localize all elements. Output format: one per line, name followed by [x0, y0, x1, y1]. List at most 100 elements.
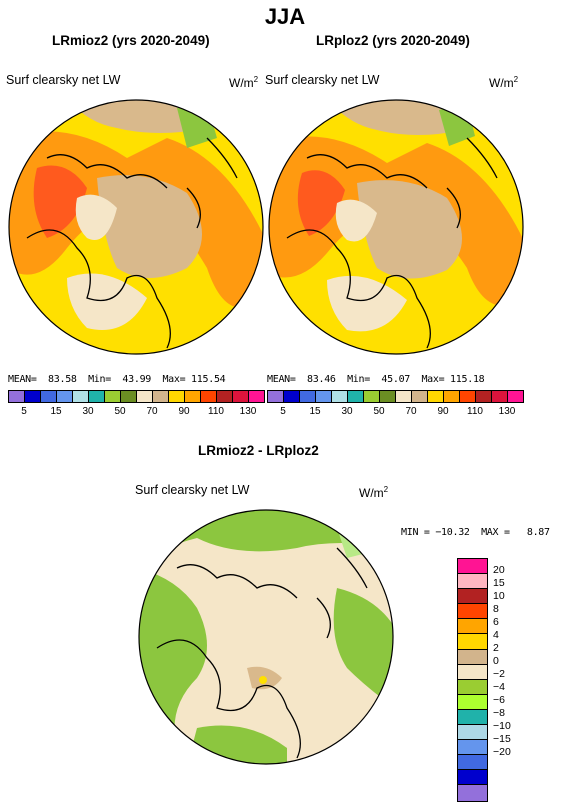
colorbar-tick: 70: [405, 406, 417, 417]
colorbar-tick: 70: [146, 406, 158, 417]
map-tan-top: [67, 100, 207, 133]
colorbar-box: [444, 391, 460, 402]
colorbar-box: [268, 391, 284, 402]
colorbar-tick: −20: [493, 746, 511, 758]
colorbar-box: [316, 391, 332, 402]
colorbar-box: [396, 391, 412, 402]
colorbar-tick: 50: [373, 406, 385, 417]
colorbar-box: [458, 740, 487, 756]
colorbar-box: [458, 664, 487, 680]
colorbar-tick: 110: [467, 406, 483, 417]
colorbar-box: [233, 391, 249, 402]
colorbar-box: [458, 649, 487, 665]
colorbar-tick: −4: [493, 681, 505, 693]
colorbar-box: [57, 391, 73, 402]
right-colorbar: [267, 390, 524, 403]
colorbar-tick: 30: [341, 406, 353, 417]
right-panel-title: LRploz2 (yrs 2020-2049): [316, 33, 470, 48]
colorbar-box: [217, 391, 233, 402]
colorbar-box: [121, 391, 137, 402]
colorbar-box: [137, 391, 153, 402]
colorbar-box: [284, 391, 300, 402]
colorbar-box: [428, 391, 444, 402]
diff-panel-title: LRmioz2 - LRploz2: [198, 443, 319, 458]
colorbar-box: [458, 574, 487, 590]
right-colorbar-ticks: 5 15 30 50 70 90 110 130: [267, 406, 522, 420]
colorbar-tick: 15: [309, 406, 321, 417]
right-panel-stats: MEAN= 83.46 Min= 45.07 Max= 115.18: [267, 374, 485, 385]
colorbar-tick: 90: [178, 406, 190, 417]
colorbar-box: [458, 755, 487, 771]
colorbar-tick: 130: [239, 406, 257, 417]
colorbar-box: [476, 391, 492, 402]
colorbar-box: [105, 391, 121, 402]
colorbar-box: [380, 391, 396, 402]
map-tan-region: [97, 175, 202, 278]
colorbar-box: [458, 604, 487, 620]
colorbar-tick: −15: [493, 733, 511, 745]
colorbar-box: [458, 679, 487, 695]
colorbar-tick: 8: [493, 603, 499, 615]
map-coastline: [286, 137, 498, 349]
colorbar-tick: −2: [493, 668, 505, 680]
colorbar-box: [460, 391, 476, 402]
diff-colorbar-ticks: 20 15 10 8 6 4 2 0 −2 −4 −6 −8 −10 −15 −…: [493, 564, 533, 764]
colorbar-tick: 2: [493, 642, 499, 654]
colorbar-box: [458, 634, 487, 650]
colorbar-box: [89, 391, 105, 402]
map-cream-south: [327, 275, 407, 332]
colorbar-tick: −10: [493, 720, 511, 732]
colorbar-tick: 20: [493, 564, 505, 576]
colorbar-tick: 30: [82, 406, 94, 417]
colorbar-tick: 50: [114, 406, 126, 417]
colorbar-box: [458, 589, 487, 605]
colorbar-tick: 4: [493, 629, 499, 641]
colorbar-tick: 5: [21, 406, 27, 417]
left-panel-title: LRmioz2 (yrs 2020-2049): [52, 33, 210, 48]
right-panel-units: W/m2: [489, 75, 519, 90]
colorbar-tick: 15: [50, 406, 62, 417]
map-tan-top: [327, 100, 462, 135]
colorbar-box: [41, 391, 57, 402]
colorbar-box: [153, 391, 169, 402]
map-redorange-region: [33, 165, 87, 238]
colorbar-box: [201, 391, 217, 402]
page-title: JJA: [264, 4, 306, 29]
colorbar-box: [458, 770, 487, 786]
colorbar-box: [412, 391, 428, 402]
colorbar-box: [458, 709, 487, 726]
colorbar-box: [458, 725, 487, 741]
diff-panel-units: W/m2: [359, 485, 389, 500]
colorbar-tick: 5: [280, 406, 286, 417]
colorbar-tick: 90: [437, 406, 449, 417]
colorbar-tick: 110: [208, 406, 224, 417]
map-cream-region: [75, 194, 117, 240]
diff-panel-stats: MIN = −10.32 MAX = 8.87: [401, 527, 550, 538]
colorbar-tick: 0: [493, 655, 499, 667]
diff-panel-variable: Surf clearsky net LW: [135, 483, 250, 497]
right-panel-variable: Surf clearsky net LW: [265, 73, 380, 87]
map-cream-region: [335, 199, 377, 242]
colorbar-box: [300, 391, 316, 402]
map-coastline: [156, 547, 368, 759]
colorbar-box: [458, 619, 487, 635]
left-panel-units: W/m2: [229, 75, 259, 90]
colorbar-tick: −6: [493, 694, 505, 706]
colorbar-box: [492, 391, 508, 402]
map-yellow-spot: [259, 676, 267, 684]
colorbar-box: [73, 391, 89, 402]
colorbar-box: [458, 785, 487, 801]
diff-polar-map: [138, 509, 394, 765]
colorbar-box: [185, 391, 201, 402]
colorbar-tick: 6: [493, 616, 499, 628]
left-panel-variable: Surf clearsky net LW: [6, 73, 121, 87]
colorbar-box: [249, 391, 264, 402]
left-polar-map: [8, 99, 264, 355]
colorbar-box: [169, 391, 185, 402]
colorbar-box: [458, 694, 487, 710]
left-colorbar-ticks: 5 15 30 50 70 90 110 130: [8, 406, 263, 420]
colorbar-tick: −8: [493, 707, 505, 719]
colorbar-box: [9, 391, 25, 402]
map-coastline: [26, 137, 238, 349]
colorbar-tick: 130: [498, 406, 516, 417]
